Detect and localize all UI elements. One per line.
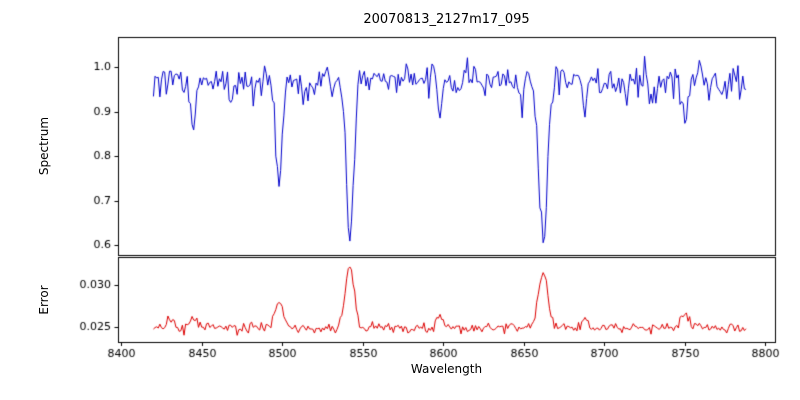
y-axis-label-spectrum: Spectrum [37, 116, 51, 176]
y-axis-label-error: Error [37, 285, 51, 315]
chart-title: 20070813_2127m17_095 [363, 12, 530, 27]
x-axis-label: Wavelength [410, 362, 483, 376]
